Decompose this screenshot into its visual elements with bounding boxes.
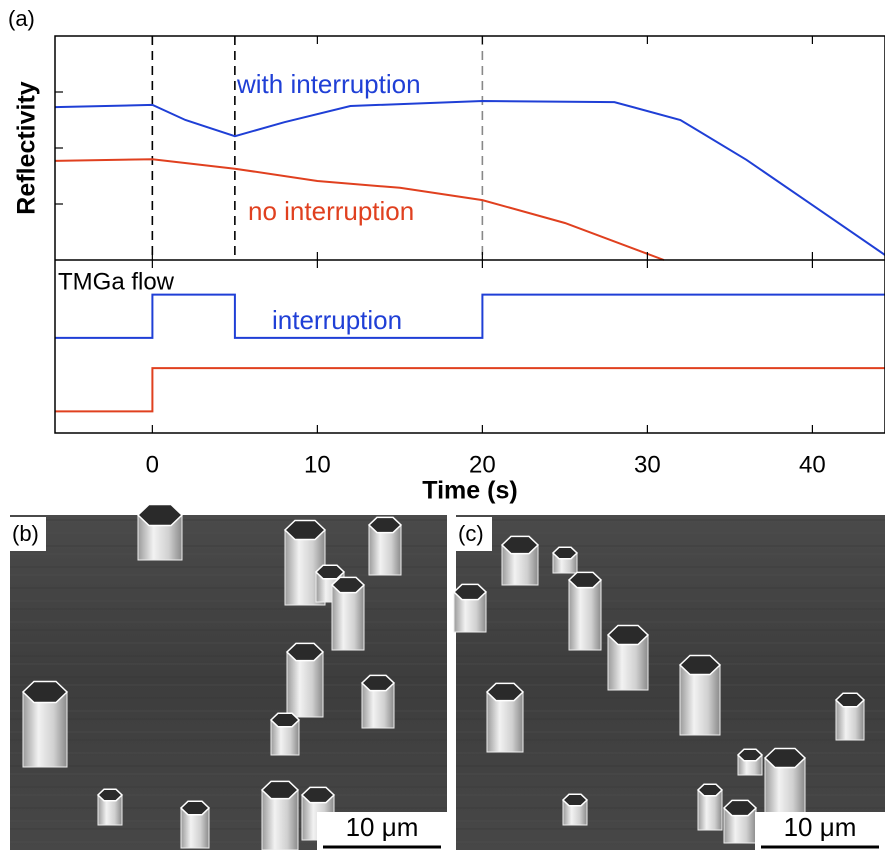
pillar-top — [763, 747, 807, 769]
pillar — [331, 584, 365, 651]
x-tick-label: 0 — [146, 451, 159, 478]
x-tick-label: 30 — [634, 451, 661, 478]
data-line — [54, 99, 885, 256]
pillar-top — [300, 786, 336, 804]
pillar-top — [606, 624, 650, 646]
panel-label: (a) — [8, 6, 35, 31]
pillar-top — [500, 535, 540, 555]
label-box — [456, 517, 492, 551]
data-line — [55, 293, 885, 339]
pillar-top — [567, 571, 603, 589]
pillar-top — [283, 519, 327, 541]
panel-label: (b) — [12, 521, 39, 546]
pillar — [261, 789, 299, 850]
pillar-top — [314, 564, 346, 580]
scale-bar-box — [755, 812, 885, 850]
y-axis-label: TMGa flow — [58, 268, 175, 295]
panel-label: (c) — [458, 521, 484, 546]
pillar-top — [260, 780, 300, 800]
pillar-top — [561, 793, 589, 807]
pillar — [286, 651, 324, 718]
pillar-top — [736, 748, 764, 762]
annotation: interruption — [272, 305, 402, 335]
x-tick-label: 20 — [469, 451, 496, 478]
pillar — [697, 789, 723, 831]
pillar-top — [834, 692, 866, 708]
scale-bar-box — [317, 812, 447, 850]
pillar-top — [696, 783, 724, 797]
pillar-top — [179, 800, 211, 816]
scale-bar-label: 10 μm — [346, 812, 419, 842]
pillar-top — [551, 546, 579, 560]
x-tick-label: 40 — [799, 451, 826, 478]
x-axis-label: Time (s) — [422, 477, 517, 505]
pillar-top — [360, 674, 396, 692]
x-tick-label: 10 — [304, 451, 331, 478]
pillar — [679, 664, 721, 736]
plot-frame — [54, 35, 885, 434]
pillar-top — [485, 682, 525, 702]
pillar-top — [452, 583, 488, 601]
pillar-top — [330, 576, 366, 594]
pillar-top — [269, 712, 301, 728]
pillar-top — [722, 799, 758, 817]
pillar — [22, 691, 68, 768]
sem-images: (b) 10 μm (c) 10 μm — [10, 503, 885, 850]
data-line — [55, 367, 885, 413]
pillar-top — [136, 503, 184, 527]
y-axis-label: Reflectivity — [13, 81, 41, 214]
series-label: no interruption — [248, 196, 414, 226]
data-line — [54, 158, 665, 261]
pillar-top — [285, 642, 325, 662]
pillar-top — [21, 680, 69, 704]
label-box — [10, 517, 46, 551]
pillar — [835, 699, 865, 741]
pillar-top — [96, 788, 124, 802]
pillar — [568, 579, 602, 651]
pillar-top — [367, 516, 403, 534]
scale-bar-label: 10 μm — [784, 812, 857, 842]
series-label: with interruption — [236, 69, 421, 99]
pillar-top — [678, 654, 722, 676]
